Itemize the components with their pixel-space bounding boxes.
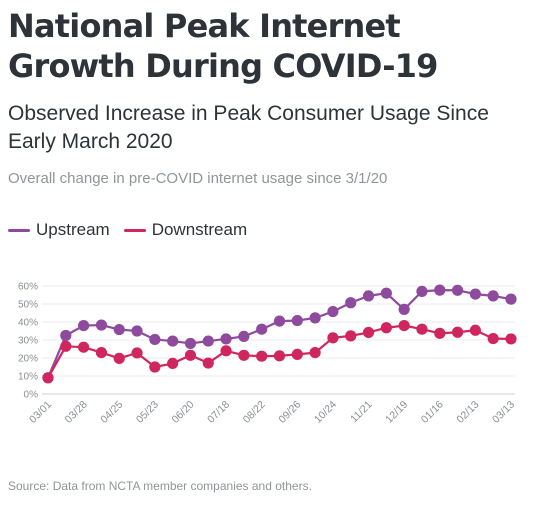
y-tick-label: 0%: [24, 390, 39, 401]
data-point-upstream: [238, 330, 250, 342]
y-tick-label: 60%: [18, 282, 38, 293]
data-point-downstream: [434, 327, 446, 339]
data-point-upstream: [291, 314, 303, 327]
chart-legend: Upstream Downstream: [8, 220, 261, 240]
legend-item-downstream[interactable]: Downstream: [123, 220, 248, 240]
data-point-downstream: [238, 349, 250, 361]
data-point-downstream: [487, 332, 499, 345]
data-point-downstream: [345, 330, 357, 342]
data-point-downstream: [202, 357, 214, 369]
data-point-upstream: [60, 329, 72, 342]
data-point-downstream: [60, 340, 72, 352]
data-point-upstream: [380, 287, 392, 299]
x-tick-label: 11/21: [348, 399, 375, 426]
line-chart: 0% 10% 20% 30% 40% 50% 60% 03/01 03/28 04/25 05/23…: [18, 282, 517, 426]
x-tick-label: 07/18: [205, 399, 232, 426]
data-point-upstream: [327, 305, 339, 318]
legend-item-upstream[interactable]: Upstream: [8, 220, 110, 240]
x-tick-label: 04/25: [98, 399, 125, 426]
data-point-downstream: [327, 332, 339, 344]
data-point-upstream: [113, 323, 125, 336]
y-tick-label: 50%: [18, 300, 38, 311]
data-point-downstream: [149, 361, 161, 373]
chart-title: National Peak Internet Growth During COV…: [8, 7, 438, 85]
data-point-upstream: [309, 312, 321, 324]
x-tick-label: 12/19: [383, 399, 410, 426]
x-tick-label: 09/26: [276, 399, 303, 426]
data-point-downstream: [184, 349, 197, 361]
x-tick-label: 03/28: [63, 399, 90, 426]
data-point-downstream: [256, 350, 268, 362]
x-tick-label: 06/20: [170, 399, 197, 426]
y-tick-label: 30%: [18, 336, 38, 347]
data-point-upstream: [434, 284, 446, 296]
data-point-downstream: [167, 357, 179, 369]
legend-swatch-downstream: [123, 228, 146, 232]
data-point-upstream: [256, 323, 268, 335]
data-point-downstream: [398, 320, 410, 332]
chart-note: Overall change in pre-COVID internet usa…: [8, 170, 388, 187]
x-tick-label: 05/23: [134, 399, 161, 426]
data-point-downstream: [113, 352, 125, 364]
data-point-upstream: [469, 288, 481, 300]
data-point-downstream: [469, 324, 481, 336]
data-point-upstream: [398, 303, 410, 315]
x-tick-label: 03/13: [490, 399, 517, 426]
data-point-upstream: [345, 297, 357, 309]
data-point-downstream: [451, 326, 464, 338]
data-point-upstream: [202, 335, 214, 347]
data-point-upstream: [131, 325, 143, 337]
y-tick-label: 10%: [18, 372, 38, 383]
source-note: Source: Data from NCTA member companies …: [8, 479, 312, 493]
data-point-downstream: [42, 372, 54, 384]
data-point-downstream: [380, 322, 392, 334]
x-tick-label: 02/13: [454, 399, 481, 426]
data-point-downstream: [95, 347, 108, 359]
data-point-upstream: [220, 333, 232, 345]
data-point-upstream: [184, 337, 197, 350]
data-point-upstream: [78, 320, 90, 332]
x-tick-label: 01/16: [419, 399, 446, 426]
data-point-upstream: [451, 284, 464, 296]
data-point-upstream: [95, 319, 108, 331]
data-point-downstream: [78, 341, 90, 353]
y-tick-label: 20%: [18, 354, 38, 365]
data-point-upstream: [505, 293, 517, 305]
legend-label-upstream: Upstream: [36, 220, 110, 239]
data-point-downstream: [416, 323, 428, 335]
data-point-downstream: [291, 348, 303, 360]
legend-label-downstream: Downstream: [151, 220, 248, 239]
x-tick-label: 10/24: [312, 399, 339, 426]
legend-swatch-upstream: [8, 228, 30, 232]
x-tick-label: 03/01: [27, 399, 54, 426]
data-point-upstream: [167, 335, 179, 347]
data-point-upstream: [416, 285, 428, 297]
data-point-downstream: [505, 333, 517, 345]
data-point-downstream: [220, 345, 232, 357]
data-point-upstream: [149, 333, 161, 346]
chart-subtitle: Observed Increase in Peak Consumer Usage…: [8, 102, 489, 153]
data-point-downstream: [362, 326, 375, 339]
y-tick-label: 40%: [18, 318, 38, 329]
data-point-upstream: [487, 290, 499, 302]
data-point-downstream: [131, 347, 143, 359]
data-point-downstream: [309, 347, 321, 359]
data-point-upstream: [362, 290, 375, 302]
data-point-upstream: [273, 315, 286, 327]
x-tick-label: 08/22: [241, 399, 268, 426]
data-point-downstream: [273, 350, 286, 362]
